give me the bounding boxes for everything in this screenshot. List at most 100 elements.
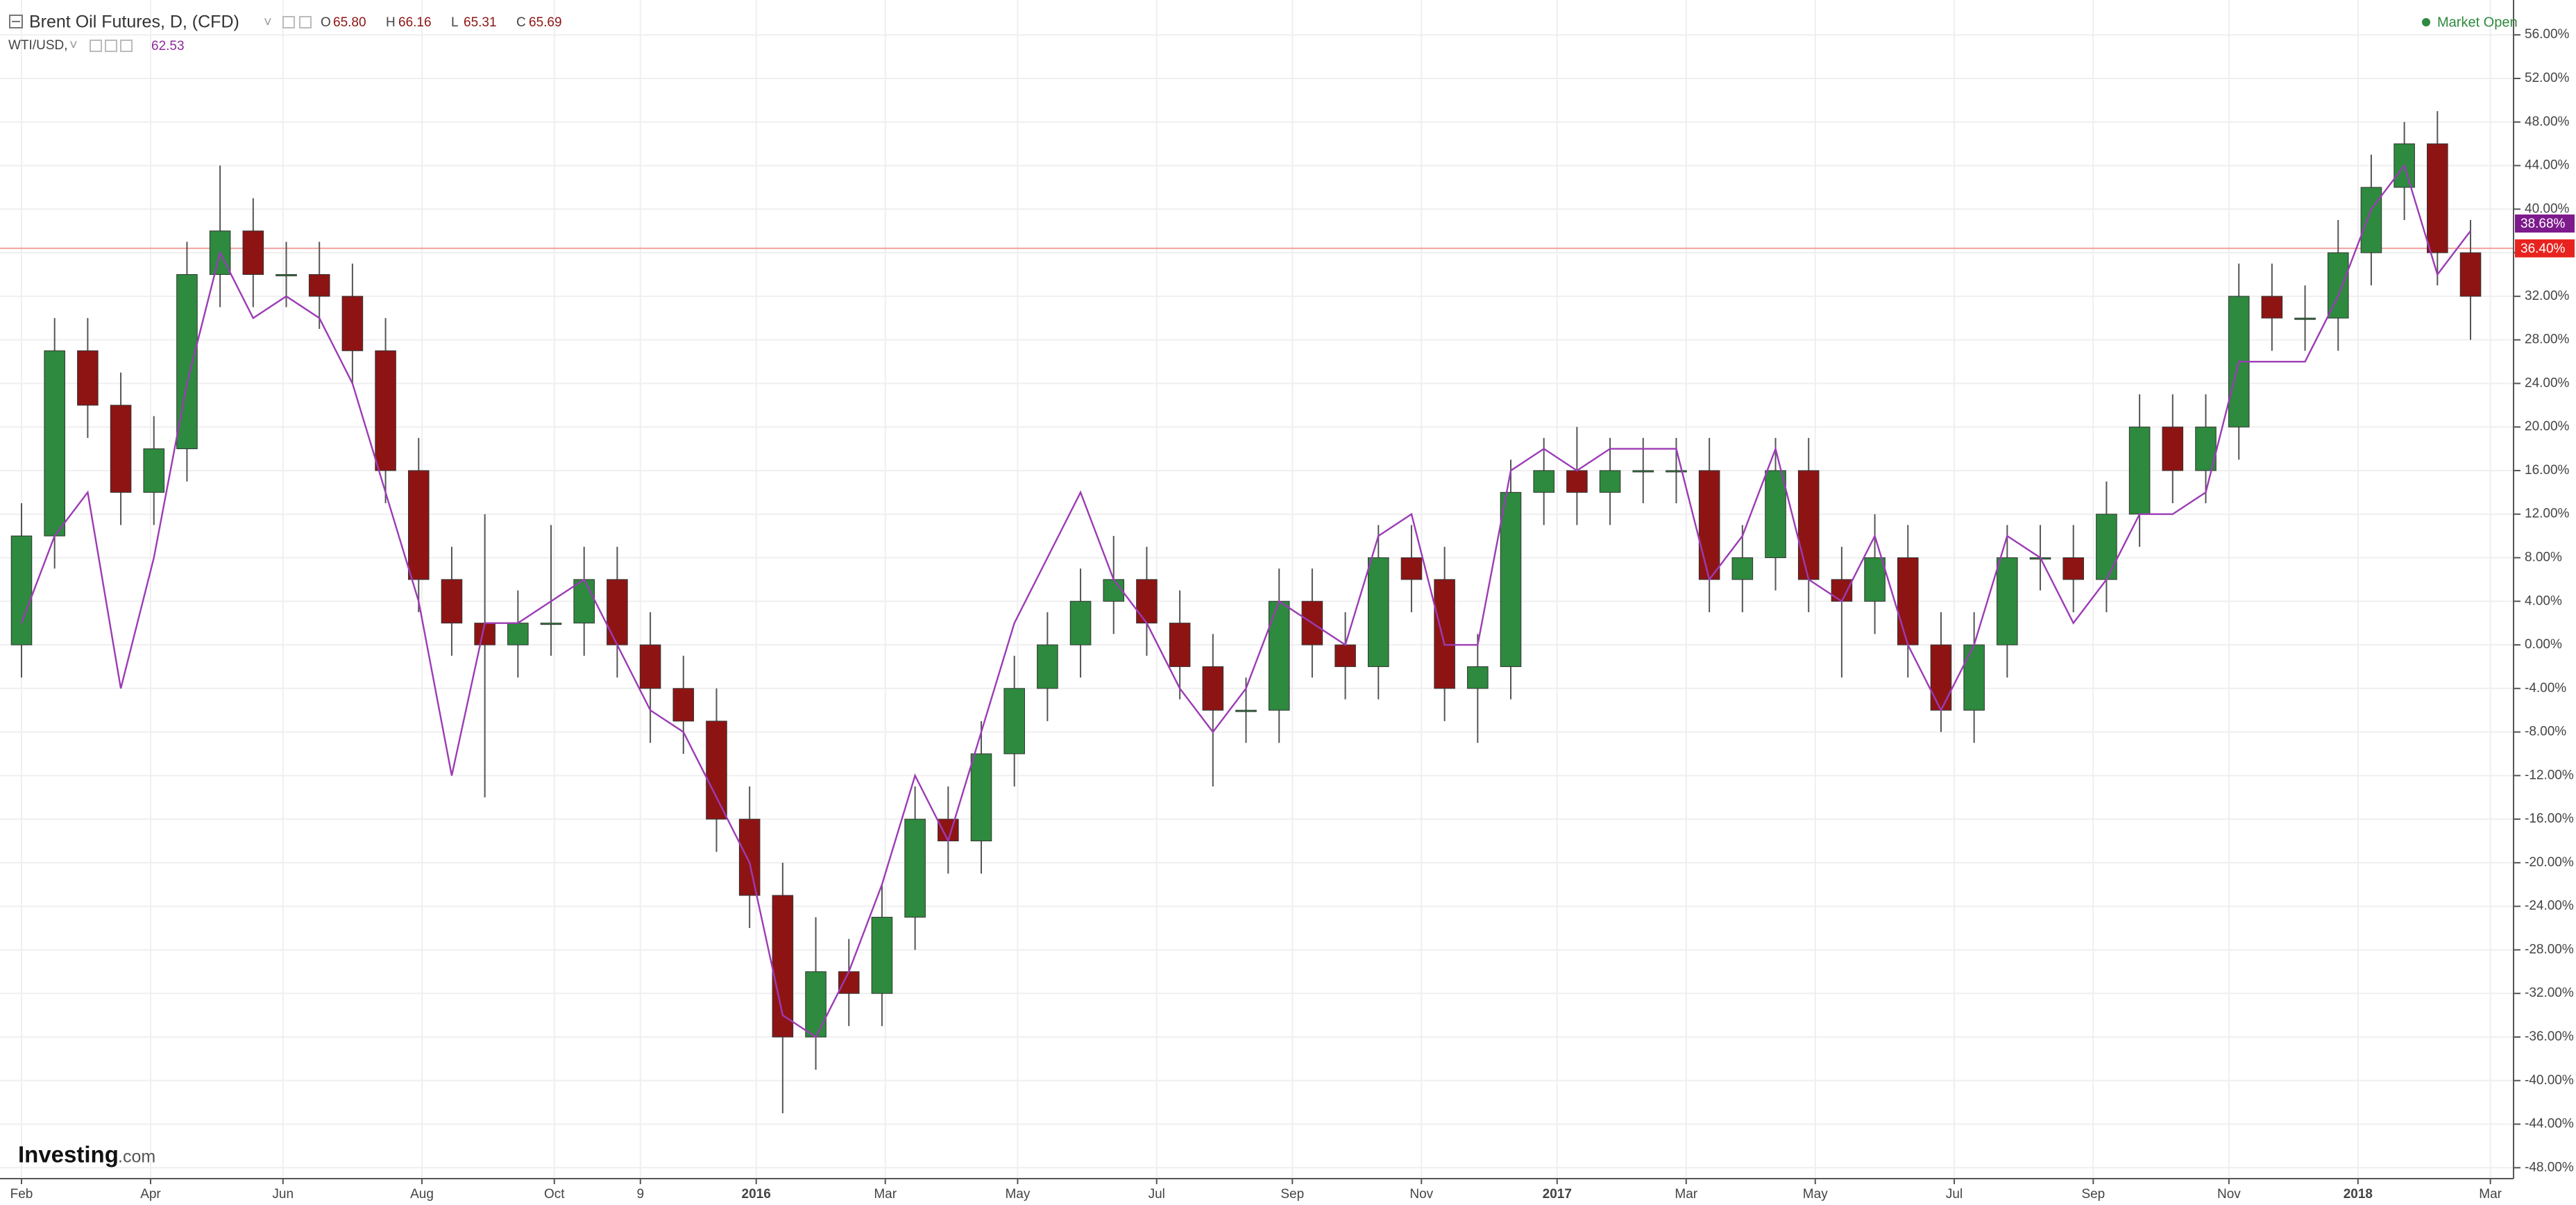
logo-suffix: .com [118,1147,155,1167]
dropdown-arrow[interactable]: ˅ [69,37,78,53]
candle-body [1268,600,1290,711]
candle-body [838,971,860,994]
x-tick-label: Oct [544,1187,565,1202]
y-tick-label: -40.00% [2525,1073,2574,1088]
candle-body [970,753,992,842]
candle-body [1666,470,1687,473]
candle-body [44,350,65,537]
candle-body [2427,143,2448,253]
candle-body [2162,426,2184,471]
candle-body [871,916,893,994]
candle-body [1765,470,1786,558]
y-tick-label: -4.00% [2525,681,2566,696]
candle-body [407,470,430,580]
x-tick-label: 2017 [1543,1187,1572,1202]
quote-value: 65.69 [529,15,562,30]
y-tick-label: 24.00% [2525,376,2570,390]
candle-body [738,818,761,896]
y-tick-label: -20.00% [2525,855,2574,870]
candle-body [143,448,165,493]
x-tick-label: Nov [1409,1187,1433,1202]
chart-title: Brent Oil Futures, D, (CFD) [29,12,239,32]
candle-body [1467,666,1489,689]
x-tick-label: Feb [10,1187,33,1202]
candle-body [2261,296,2283,319]
y-tick-label: 8.00% [2525,550,2562,565]
y-tick-label: 40.00% [2525,201,2570,216]
candle-body [1731,557,1754,580]
quote-key: O [321,15,331,30]
y-tick-label: 20.00% [2525,419,2570,434]
candle-body [1202,666,1224,711]
candle-body [2294,317,2316,320]
candle-body [1864,557,1886,602]
x-tick-label: Jul [1149,1187,1165,1202]
candle-body [1037,644,1058,689]
candle-body [110,405,132,493]
x-tick-label: Aug [410,1187,434,1202]
candle-body [1566,470,1588,493]
collapse-icon[interactable] [9,15,23,28]
price-tag-label: 38.68% [2520,217,2566,231]
candle-body [10,535,33,646]
y-tick-label: -32.00% [2525,986,2574,1000]
market-status: Market Open [2437,15,2518,30]
x-tick-label: May [1005,1187,1030,1202]
price-tag [2515,239,2575,258]
quote-value: 66.16 [398,15,432,30]
close-icon[interactable] [299,16,312,28]
y-tick-label: 48.00% [2525,115,2570,129]
candle-body [1434,579,1455,689]
y-tick-label: 16.00% [2525,463,2570,478]
candle-body [540,623,562,625]
candle-body [441,579,463,624]
candle-body [276,273,297,276]
candle-body [507,623,529,646]
compare-name: WTI/USD, [8,38,68,53]
candle-body [1500,491,1522,667]
logo: Investing .com [18,1142,155,1168]
x-tick-label: Apr [140,1187,161,1202]
y-tick-label: 0.00% [2525,637,2562,652]
y-tick-label: -48.00% [2525,1160,2574,1174]
logo-main: Investing [18,1142,119,1168]
candle-body [2128,426,2151,515]
visibility-icon[interactable] [90,40,102,52]
close-icon[interactable] [120,40,133,52]
candle-body [573,579,595,624]
y-tick-label: 52.00% [2525,71,2570,85]
y-tick-label: 44.00% [2525,158,2570,173]
x-tick-label: 2016 [742,1187,771,1202]
y-tick-label: -44.00% [2525,1117,2574,1131]
settings-icon[interactable] [105,40,117,52]
candle-body [1897,557,1919,646]
y-tick-label: 12.00% [2525,507,2570,521]
x-tick-label: Jun [272,1187,294,1202]
candle-body [1632,470,1654,473]
candle-body [77,350,99,406]
candle-body [242,230,264,275]
dropdown-arrow[interactable]: ˅ [264,15,272,30]
candle-body [2062,557,2085,580]
quote: O 65.80 H 66.16 L 65.31 C 65.69 [321,15,562,30]
candle-body [938,818,959,842]
x-tick-label: Mar [874,1187,897,1202]
y-tick-label: -12.00% [2525,768,2574,782]
quote-value: 65.80 [333,15,366,30]
line-series [20,163,2471,1038]
candle-body [341,296,364,351]
quote-key: L [451,15,459,30]
candle-body [1797,470,1820,580]
quote-key: C [516,15,526,30]
x-tick-label: Mar [2479,1187,2502,1202]
candle-body [1930,644,1952,711]
candle-body [1400,557,1423,580]
candle-body [1136,579,1158,624]
marks [10,111,2482,1113]
y-tick-label: 28.00% [2525,332,2570,347]
candle-body [805,971,827,1038]
status-dot [2422,18,2430,26]
candle-body [1599,470,1621,493]
settings-icon[interactable] [282,16,295,28]
candle-body [672,688,695,722]
